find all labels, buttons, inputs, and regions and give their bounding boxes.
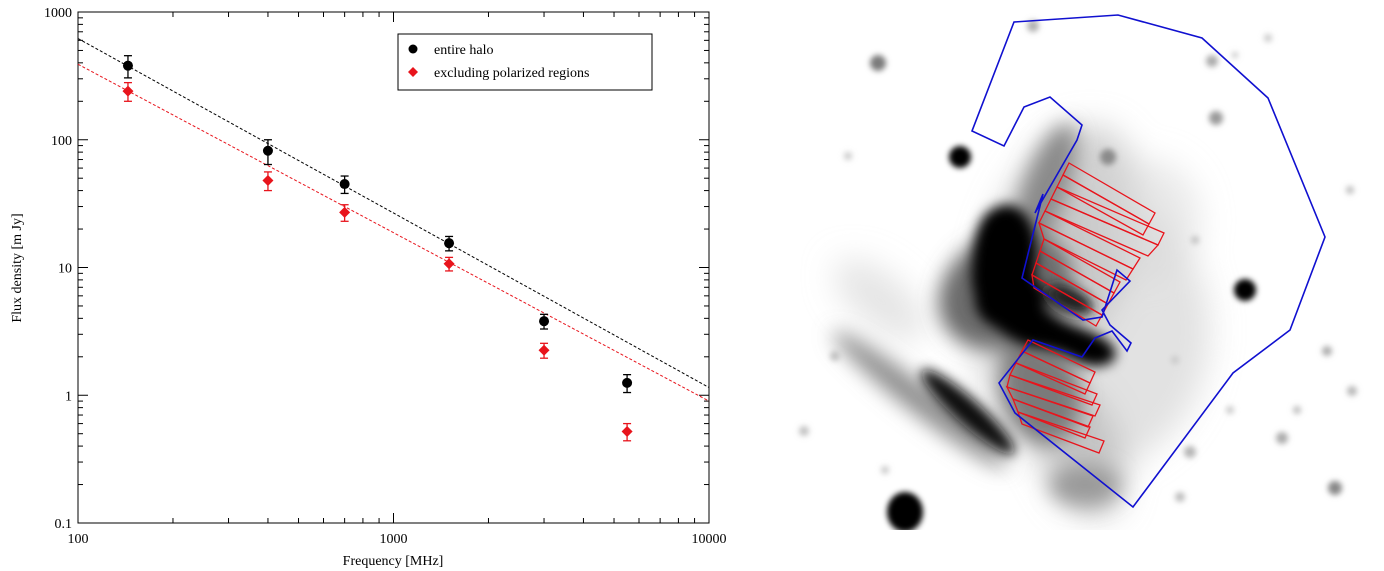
- x-tick-label: 100: [68, 532, 89, 547]
- data-points: [122, 55, 633, 442]
- halo-region-outline: [970, 14, 1326, 509]
- data-point-excluding-polarized: [262, 174, 274, 186]
- fit-line-excluding-polarized: [77, 63, 710, 402]
- polarized-region-box: [1031, 273, 1103, 327]
- y-axis: 0.1 1 10 100 1000: [44, 6, 709, 532]
- legend-label-entire-halo: entire halo: [434, 43, 493, 58]
- point-sources: [799, 20, 1357, 530]
- polarized-region-boxes: [1005, 162, 1165, 454]
- polarized-region-box: [1016, 410, 1105, 454]
- polarized-region-box: [1005, 385, 1094, 428]
- y-tick-label: 10: [58, 262, 72, 277]
- legend: entire halo excluding polarized regions: [397, 33, 653, 91]
- x-axis-title: Frequency [MHz]: [343, 554, 444, 569]
- polarized-region-box: [1006, 374, 1101, 417]
- data-point-excluding-polarized: [339, 206, 351, 218]
- legend-label-excluding-polarized: excluding polarized regions: [434, 66, 590, 81]
- polarized-region-box: [1009, 362, 1098, 406]
- y-tick-label: 100: [51, 134, 72, 149]
- fit-lines: [77, 38, 710, 402]
- legend-marker-excluding-polarized: [408, 67, 418, 77]
- polarized-region-box: [1044, 198, 1160, 257]
- y-tick-label: 1000: [44, 6, 72, 21]
- polarized-region-box: [1056, 174, 1150, 236]
- fit-line-entire-halo: [77, 38, 710, 388]
- data-point-excluding-polarized: [122, 85, 134, 97]
- x-tick-label: 10000: [692, 532, 727, 547]
- legend-box: [397, 33, 653, 91]
- y-tick-label: 1: [65, 389, 72, 404]
- data-point-entire-halo: [622, 377, 633, 388]
- polarized-region-box: [1011, 397, 1091, 439]
- y-tick-label: 0.1: [55, 517, 73, 532]
- bright-emission: [921, 204, 1116, 455]
- data-point-excluding-polarized: [621, 426, 633, 438]
- polarized-region-box: [1037, 221, 1134, 281]
- x-axis: 100 1000 10000: [68, 12, 727, 547]
- data-point-excluding-polarized: [538, 344, 550, 356]
- radio-halo-map: [799, 14, 1357, 530]
- data-point-entire-halo: [122, 60, 133, 71]
- spectrum-chart: 0.1 1 10 100 1000 100 1000 10000 Frequency [MH…: [10, 6, 727, 569]
- data-point-entire-halo: [339, 179, 350, 190]
- x-tick-label: 1000: [380, 532, 408, 547]
- data-point-excluding-polarized: [443, 258, 455, 270]
- y-axis-title: Flux density [m Jy]: [10, 213, 25, 322]
- legend-marker-entire-halo: [408, 44, 418, 54]
- data-point-entire-halo: [539, 316, 550, 327]
- data-point-entire-halo: [444, 238, 455, 249]
- data-point-entire-halo: [262, 145, 273, 156]
